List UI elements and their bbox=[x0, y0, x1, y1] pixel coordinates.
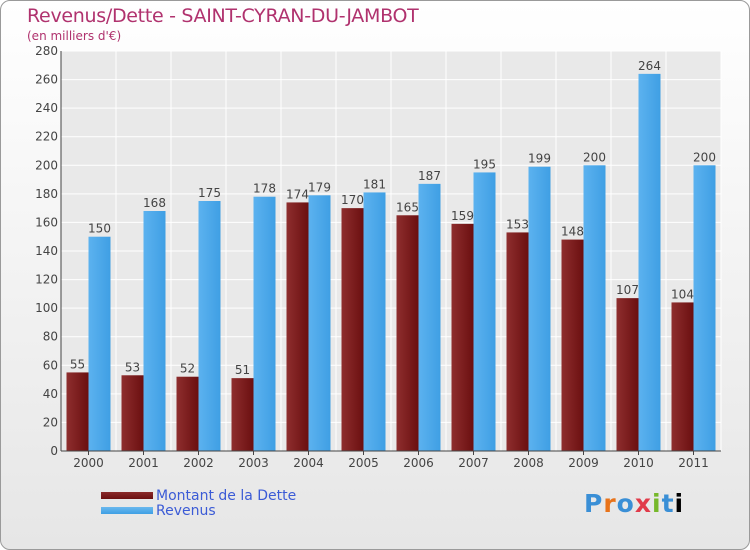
y-tick-label: 160 bbox=[35, 215, 58, 229]
x-tick-label: 2003 bbox=[238, 456, 269, 470]
y-tick-label: 220 bbox=[35, 130, 58, 144]
bar-dette bbox=[396, 215, 419, 451]
data-label-revenus: 200 bbox=[583, 150, 606, 164]
data-label-revenus: 195 bbox=[473, 157, 496, 171]
data-label-dette: 53 bbox=[125, 360, 140, 374]
bar-revenus bbox=[198, 201, 221, 451]
y-tick-label: 120 bbox=[35, 273, 58, 287]
chart-title: Revenus/Dette - SAINT-CYRAN-DU-JAMBOT bbox=[27, 5, 419, 27]
data-label-dette: 107 bbox=[616, 283, 639, 297]
bar-dette bbox=[671, 302, 694, 451]
bar-dette bbox=[286, 202, 309, 451]
bar-revenus bbox=[693, 165, 716, 452]
data-label-dette: 52 bbox=[180, 362, 195, 376]
bar-revenus bbox=[528, 166, 551, 451]
bar-revenus bbox=[638, 73, 661, 451]
proxiti-logo: Proxiti bbox=[584, 489, 685, 518]
x-tick-label: 2004 bbox=[293, 456, 324, 470]
data-label-dette: 148 bbox=[561, 225, 584, 239]
y-tick-label: 100 bbox=[35, 301, 58, 315]
data-label-revenus: 150 bbox=[88, 222, 111, 236]
x-tick-label: 2001 bbox=[128, 456, 159, 470]
x-tick-label: 2010 bbox=[623, 456, 654, 470]
x-tick-label: 2011 bbox=[678, 456, 709, 470]
x-tick-label: 2002 bbox=[183, 456, 214, 470]
legend-label-revenus: Revenus bbox=[156, 502, 216, 519]
bar-dette bbox=[176, 376, 199, 451]
bar-dette bbox=[341, 208, 364, 451]
legend-item-revenus: Revenus bbox=[101, 502, 296, 519]
y-tick-label: 60 bbox=[43, 358, 58, 372]
bar-revenus bbox=[253, 196, 276, 451]
data-label-revenus: 200 bbox=[693, 150, 716, 164]
y-tick-label: 20 bbox=[43, 415, 58, 429]
x-tick-label: 2005 bbox=[348, 456, 379, 470]
y-tick-label: 80 bbox=[43, 330, 58, 344]
data-label-dette: 170 bbox=[341, 193, 364, 207]
data-label-revenus: 264 bbox=[638, 59, 661, 73]
legend-swatch-revenus bbox=[101, 507, 153, 514]
data-label-dette: 104 bbox=[671, 287, 694, 301]
bar-dette bbox=[121, 375, 144, 451]
bar-dette bbox=[506, 232, 529, 451]
bar-dette bbox=[231, 378, 254, 451]
x-tick-label: 2006 bbox=[403, 456, 434, 470]
bar-revenus bbox=[583, 165, 606, 452]
bar-revenus bbox=[473, 172, 496, 451]
data-label-revenus: 175 bbox=[198, 186, 221, 200]
y-tick-label: 260 bbox=[35, 73, 58, 87]
data-label-revenus: 199 bbox=[528, 152, 551, 166]
chart-subtitle: (en milliers d'€) bbox=[27, 29, 122, 43]
y-tick-label: 0 bbox=[50, 444, 58, 458]
y-tick-label: 140 bbox=[35, 244, 58, 258]
bar-revenus bbox=[418, 183, 441, 451]
bar-revenus bbox=[88, 236, 111, 451]
bar-dette bbox=[616, 298, 639, 451]
x-tick-label: 2007 bbox=[458, 456, 489, 470]
bar-revenus bbox=[363, 192, 386, 451]
bar-dette bbox=[451, 223, 474, 451]
y-tick-label: 240 bbox=[35, 101, 58, 115]
data-label-dette: 174 bbox=[286, 187, 309, 201]
x-tick-label: 2009 bbox=[568, 456, 599, 470]
y-tick-label: 200 bbox=[35, 158, 58, 172]
data-label-revenus: 187 bbox=[418, 169, 441, 183]
legend: Montant de la Dette Revenus bbox=[101, 487, 297, 519]
data-label-dette: 159 bbox=[451, 209, 474, 223]
data-label-revenus: 168 bbox=[143, 196, 166, 210]
data-label-revenus: 178 bbox=[253, 182, 276, 196]
data-label-dette: 55 bbox=[70, 357, 85, 371]
legend-item-dette: Montant de la Dette bbox=[101, 487, 297, 504]
legend-label-dette: Montant de la Dette bbox=[156, 487, 297, 504]
data-label-revenus: 181 bbox=[363, 177, 386, 191]
x-tick-label: 2008 bbox=[513, 456, 544, 470]
data-label-dette: 153 bbox=[506, 217, 529, 231]
bar-dette bbox=[66, 372, 89, 451]
y-tick-label: 280 bbox=[35, 44, 58, 58]
legend-swatch-dette bbox=[101, 492, 153, 499]
bar-dette bbox=[561, 239, 584, 451]
data-label-dette: 51 bbox=[235, 363, 250, 377]
bar-revenus bbox=[143, 211, 166, 451]
bar-revenus bbox=[308, 195, 331, 451]
data-label-dette: 165 bbox=[396, 200, 419, 214]
y-tick-label: 40 bbox=[43, 387, 58, 401]
x-tick-label: 2000 bbox=[73, 456, 104, 470]
data-label-revenus: 179 bbox=[308, 180, 331, 194]
y-tick-label: 180 bbox=[35, 187, 58, 201]
